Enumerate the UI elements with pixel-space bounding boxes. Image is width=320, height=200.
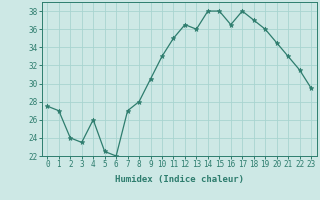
X-axis label: Humidex (Indice chaleur): Humidex (Indice chaleur) [115,175,244,184]
